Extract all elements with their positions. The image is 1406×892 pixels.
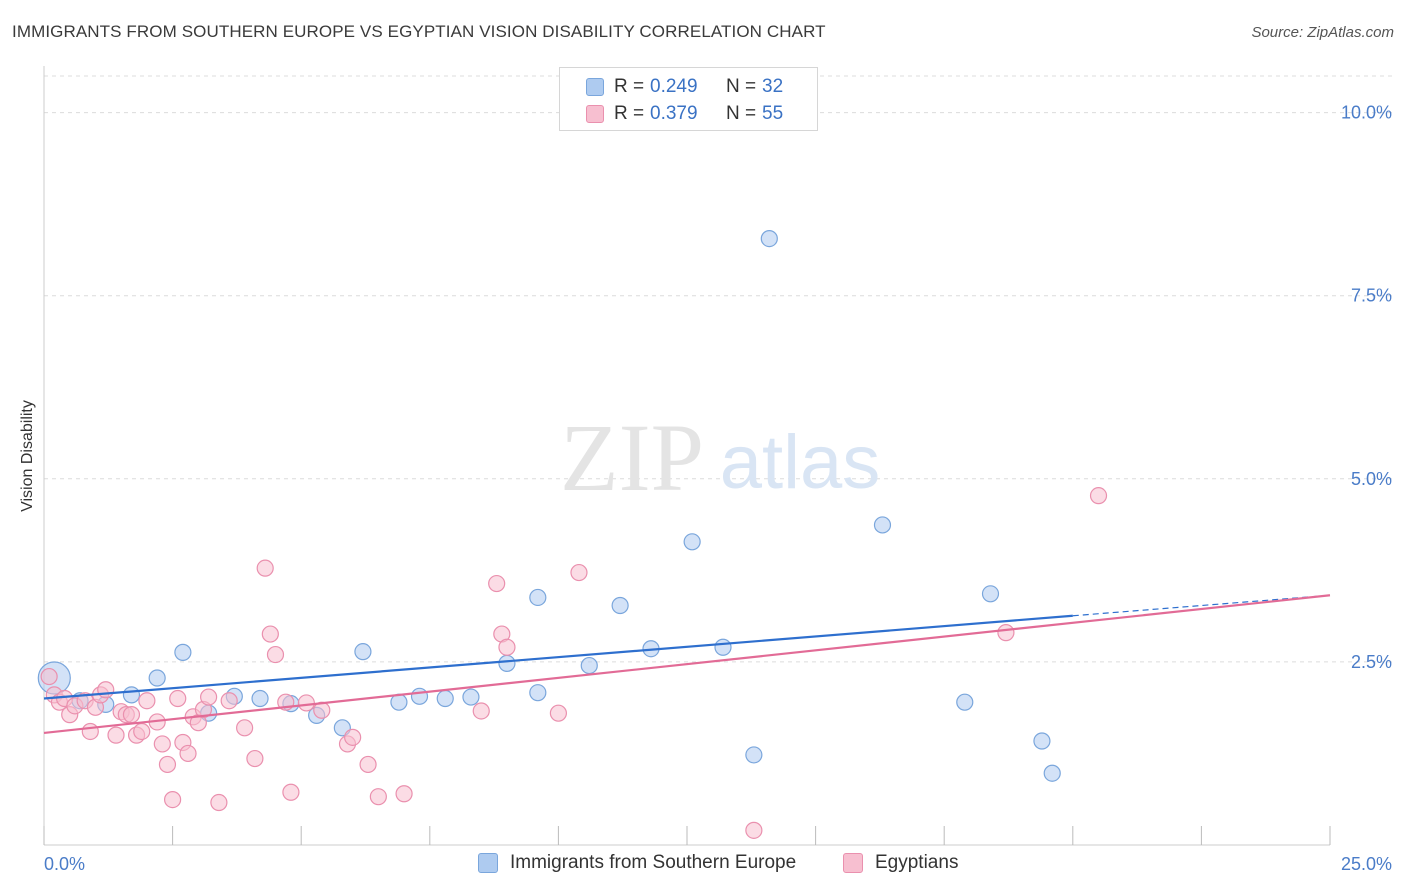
data-point-pink: [220, 692, 238, 710]
trend-line-pink: [43, 594, 1331, 735]
data-point-pink: [745, 821, 763, 839]
x-tick-label: 0.0%: [44, 854, 85, 874]
x-tick-label: 25.0%: [1341, 854, 1392, 874]
data-point-pink: [488, 574, 506, 593]
data-points: [37, 229, 1108, 839]
legend-n-value: 55: [762, 103, 784, 124]
data-point-pink: [1089, 487, 1108, 505]
watermark: ZIP atlas: [560, 404, 880, 511]
data-point-pink: [210, 793, 228, 812]
grid-lines: [44, 75, 1392, 663]
data-point-pink: [297, 694, 315, 712]
data-point-pink: [256, 559, 274, 577]
trend-line-blue: [43, 614, 1073, 700]
y-tick-label: 2.5%: [1351, 652, 1392, 672]
trend-lines: [43, 594, 1331, 735]
data-point-pink: [40, 667, 58, 686]
data-point-pink: [472, 702, 490, 720]
data-point-pink: [138, 692, 156, 710]
data-point-blue: [683, 533, 701, 551]
data-point-pink: [261, 625, 279, 643]
data-point-blue: [580, 656, 598, 675]
data-point-pink: [107, 726, 125, 744]
series-legend-swatch-blue: [478, 853, 498, 873]
data-point-pink: [549, 704, 568, 722]
axes: [43, 66, 1331, 846]
data-point-blue: [354, 643, 372, 661]
data-point-pink: [246, 749, 264, 768]
legend-swatch-blue: [586, 78, 604, 96]
data-point-blue: [436, 689, 454, 708]
data-point-pink: [133, 722, 151, 741]
trend-line-extension-blue: [1072, 594, 1331, 617]
data-point-blue: [1033, 732, 1051, 750]
data-point-blue: [529, 684, 547, 702]
data-point-blue: [410, 687, 429, 705]
data-point-blue: [251, 689, 269, 708]
legend-n-label: N =: [726, 76, 757, 97]
data-point-blue: [1043, 764, 1061, 782]
data-point-pink: [169, 689, 187, 708]
legend-r-label: R =: [614, 103, 645, 124]
data-point-pink: [236, 719, 254, 737]
data-point-blue: [873, 516, 892, 534]
chart-title: IMMIGRANTS FROM SOUTHERN EUROPE VS EGYPT…: [12, 22, 826, 41]
legend-n-value: 32: [762, 76, 784, 97]
data-point-pink: [369, 788, 387, 806]
tick-labels: 2.5% 5.0% 7.5% 10.0% 0.0% 25.0%: [44, 103, 1392, 874]
data-point-pink: [164, 790, 182, 809]
series-legend-swatch-pink: [843, 853, 863, 873]
data-point-pink: [570, 563, 588, 582]
y-tick-label: 7.5%: [1351, 286, 1392, 306]
data-point-pink: [282, 783, 300, 801]
legend-n-label: N =: [726, 103, 757, 124]
data-point-blue: [529, 588, 547, 607]
data-point-pink: [200, 688, 218, 706]
data-point-pink: [997, 624, 1015, 642]
data-point-blue: [760, 229, 778, 248]
series-legend: Immigrants from Southern Europe Egyptian…: [0, 852, 1406, 876]
data-point-pink: [344, 728, 362, 746]
data-point-blue: [611, 596, 629, 615]
legend-row-blue: R = 0.249 N = 32: [586, 76, 783, 98]
series-legend-label: Immigrants from Southern Europe: [510, 852, 797, 873]
series-legend-item-egyptians[interactable]: Egyptians: [843, 852, 958, 874]
series-legend-item-southern-europe[interactable]: Immigrants from Southern Europe: [478, 852, 796, 874]
legend-r-value: 0.379: [650, 103, 698, 124]
data-point-pink: [359, 755, 377, 774]
data-point-pink: [498, 638, 516, 656]
series-legend-label: Egyptians: [875, 852, 959, 873]
y-tick-label: 10.0%: [1341, 103, 1392, 123]
legend-r-label: R =: [614, 76, 645, 97]
data-point-blue: [148, 669, 166, 687]
data-point-blue: [745, 746, 763, 764]
y-tick-label: 5.0%: [1351, 469, 1392, 489]
data-point-pink: [395, 785, 413, 803]
data-point-blue: [462, 688, 480, 706]
source-label: Source: ZipAtlas.com: [1251, 24, 1394, 41]
data-point-pink: [81, 722, 99, 741]
data-point-pink: [153, 735, 171, 753]
watermark-atlas: atlas: [720, 420, 881, 505]
data-point-blue: [122, 686, 141, 704]
data-point-pink: [266, 645, 285, 664]
data-point-pink: [179, 744, 197, 763]
data-point-pink: [158, 755, 177, 774]
legend-row-pink: R = 0.379 N = 55: [586, 103, 783, 125]
watermark-zip: ZIP: [560, 404, 704, 511]
data-point-blue: [498, 654, 516, 672]
data-point-blue: [174, 643, 192, 661]
data-point-blue: [956, 693, 974, 711]
legend-r-value: 0.249: [650, 76, 698, 97]
data-point-pink: [122, 706, 141, 724]
data-point-blue: [714, 638, 732, 656]
legend-swatch-pink: [586, 105, 604, 123]
data-point-blue: [981, 585, 1000, 603]
correlation-legend: R = 0.249 N = 32 R = 0.379 N = 55: [559, 67, 818, 131]
data-point-pink: [97, 681, 115, 699]
